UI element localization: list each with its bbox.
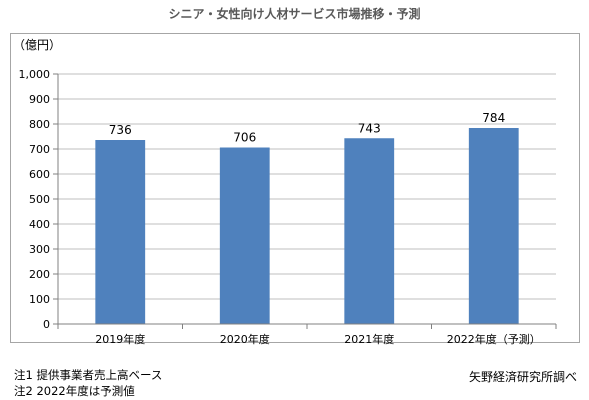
y-tick-label: 700	[29, 143, 50, 156]
bar	[468, 128, 519, 324]
y-tick-label: 300	[29, 243, 50, 256]
data-label: 736	[109, 123, 132, 137]
y-tick-label: 800	[29, 118, 50, 131]
y-axis-ticks: 0 100 200 300 400 500 600 700 800 900 1,000	[19, 68, 58, 331]
y-tick-label: 400	[29, 218, 50, 231]
y-axis-unit-label: （億円）	[13, 38, 61, 52]
axes	[57, 74, 557, 329]
source-credit: 矢野経済研究所調べ	[468, 370, 577, 384]
y-tick-label: 0	[43, 318, 50, 331]
y-tick-label: 500	[29, 193, 50, 206]
data-label: 706	[233, 131, 256, 145]
data-labels: 736 706 743 784	[109, 111, 505, 145]
note-2: 注2 2022年度は予測値	[14, 384, 135, 398]
y-tick-label: 900	[29, 93, 50, 106]
bar	[219, 147, 270, 324]
bar	[344, 138, 395, 324]
bars	[95, 128, 519, 324]
x-category-label: 2022年度（予測）	[447, 332, 541, 346]
chart-title: シニア・女性向け人材サービス市場推移・予測	[168, 7, 421, 21]
x-category-label: 2021年度	[344, 332, 394, 346]
data-label: 784	[482, 111, 505, 125]
x-axis-labels: 2019年度 2020年度 2021年度 2022年度（予測）	[95, 332, 541, 346]
y-tick-label: 600	[29, 168, 50, 181]
bar	[95, 140, 146, 324]
y-tick-label: 200	[29, 268, 50, 281]
note-1: 注1 提供事業者売上高ベース	[14, 368, 163, 382]
y-tick-label: 1,000	[19, 68, 51, 81]
x-category-label: 2019年度	[95, 332, 145, 346]
chart-frame	[10, 33, 580, 343]
x-category-label: 2020年度	[220, 332, 270, 346]
y-tick-label: 100	[29, 293, 50, 306]
data-label: 743	[358, 121, 381, 135]
